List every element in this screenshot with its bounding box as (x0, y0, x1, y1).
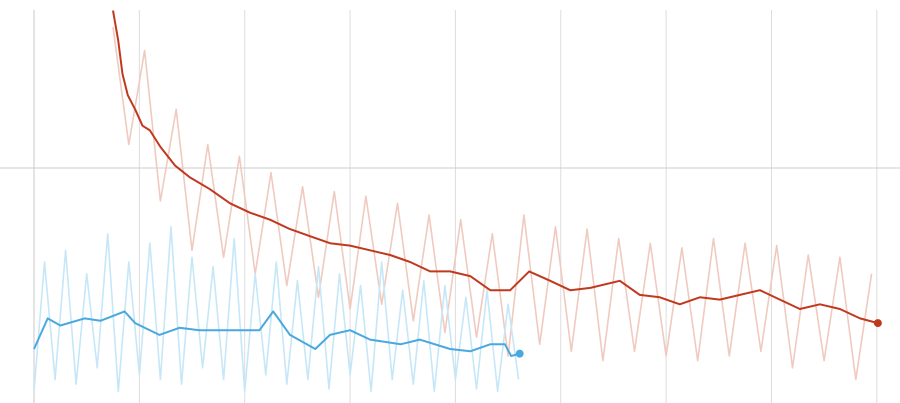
end-point (873, 319, 882, 328)
series-line (112, 10, 879, 325)
end-point (515, 349, 524, 358)
series-line (112, 26, 873, 381)
series-line (33, 226, 520, 393)
series-line (33, 310, 520, 357)
